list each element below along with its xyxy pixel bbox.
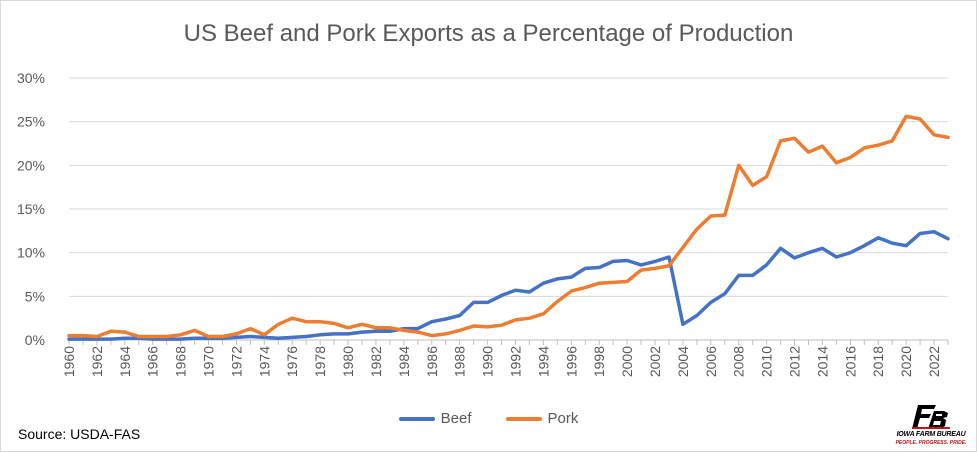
x-tick-label: 2012: [787, 346, 803, 377]
x-tick-label: 1976: [284, 346, 300, 377]
y-tick-label: 5%: [25, 288, 45, 304]
x-axis-tick-labels: 1960 1962 1964 1966 1968 1970 1972 1974 1976 1978…: [61, 346, 942, 377]
x-tick-label: 1982: [368, 346, 384, 377]
x-tick-label: 1974: [256, 346, 272, 377]
x-tick-label: 2004: [675, 346, 691, 377]
legend-label-beef: Beef: [440, 410, 472, 427]
series-lines: [67, 114, 950, 341]
x-tick-label: 1984: [396, 346, 412, 377]
iowa-farm-bureau-logo: IOWA FARM BUREAU PEOPLE. PROGRESS. PRIDE…: [888, 405, 974, 449]
x-tick-label: 1994: [535, 346, 551, 377]
x-tick-label: 2022: [926, 346, 942, 377]
x-tick-label: 1998: [591, 346, 607, 377]
y-tick-label: 25%: [17, 114, 45, 130]
legend-item-beef: Beef: [398, 410, 472, 427]
x-tick-label: 1966: [145, 346, 161, 377]
logo-name: IOWA FARM BUREAU: [896, 431, 966, 438]
y-axis-tick-labels: 0% 5% 10% 15% 20% 25% 30%: [17, 70, 45, 348]
farm-bureau-mark-icon: [912, 405, 950, 429]
x-tick-label: 1972: [228, 346, 244, 377]
legend-swatch-pork: [505, 416, 542, 421]
series-line-beef: [67, 229, 950, 341]
x-tick-label: 2014: [814, 346, 830, 377]
x-tick-label: 1968: [173, 346, 189, 377]
grid-lines: [68, 77, 949, 345]
x-tick-label: 2020: [898, 346, 914, 377]
x-tick-label: 1960: [61, 346, 77, 377]
x-tick-label: 1962: [89, 346, 105, 377]
legend-item-pork: Pork: [505, 410, 579, 427]
x-tick-label: 2006: [703, 346, 719, 377]
x-tick-label: 2016: [842, 346, 858, 377]
series-line-pork: [67, 114, 950, 339]
x-tick-label: 2018: [870, 346, 886, 377]
x-tick-label: 1990: [480, 346, 496, 377]
legend-swatch-beef: [398, 416, 435, 421]
logo-tagline: PEOPLE. PROGRESS. PRIDE.: [895, 440, 967, 446]
chart-title: US Beef and Pork Exports as a Percentage…: [183, 20, 794, 47]
x-tick-label: 2002: [647, 346, 663, 377]
y-tick-label: 30%: [17, 70, 45, 86]
x-tick-label: 1964: [117, 346, 133, 377]
x-tick-label: 1970: [201, 346, 217, 377]
x-tick-label: 1986: [424, 346, 440, 377]
x-tick-label: 1992: [507, 346, 523, 377]
x-tick-label: 1980: [340, 346, 356, 377]
y-tick-label: 10%: [17, 245, 45, 261]
y-tick-label: 15%: [17, 201, 45, 217]
x-tick-label: 2010: [759, 346, 775, 377]
x-tick-label: 1988: [452, 346, 468, 377]
x-tick-label: 1996: [563, 346, 579, 377]
y-tick-label: 0%: [25, 332, 45, 348]
x-tick-label: 1978: [312, 346, 328, 377]
legend-label-pork: Pork: [547, 410, 579, 427]
x-tick-label: 2008: [731, 346, 747, 377]
legend: Beef Pork: [0, 410, 977, 427]
y-tick-label: 20%: [17, 157, 45, 173]
x-tick-label: 2000: [619, 346, 635, 377]
source-note: Source: USDA-FAS: [18, 426, 141, 442]
